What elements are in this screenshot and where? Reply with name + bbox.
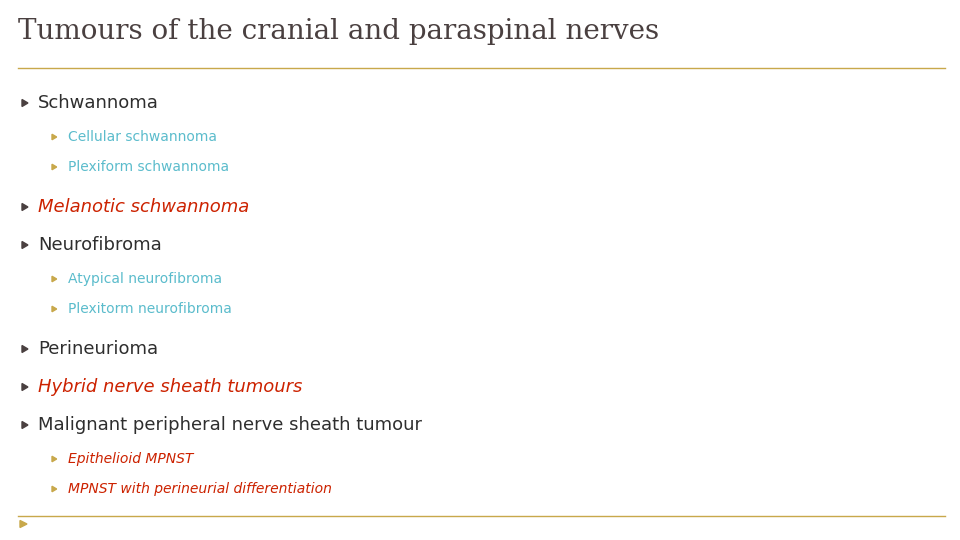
Text: Cellular schwannoma: Cellular schwannoma <box>68 130 217 144</box>
Text: Epithelioid MPNST: Epithelioid MPNST <box>68 452 193 466</box>
Text: Tumours of the cranial and paraspinal nerves: Tumours of the cranial and paraspinal ne… <box>18 18 660 45</box>
Polygon shape <box>22 241 28 248</box>
Polygon shape <box>52 456 57 462</box>
Text: Perineurioma: Perineurioma <box>38 340 158 358</box>
Text: Plexiform schwannoma: Plexiform schwannoma <box>68 160 229 174</box>
Text: Neurofibroma: Neurofibroma <box>38 236 161 254</box>
Polygon shape <box>52 306 57 312</box>
Polygon shape <box>22 204 28 211</box>
Polygon shape <box>22 99 28 106</box>
Polygon shape <box>22 346 28 353</box>
Polygon shape <box>52 276 57 282</box>
Text: Atypical neurofibroma: Atypical neurofibroma <box>68 272 222 286</box>
Text: MPNST with perineurial differentiation: MPNST with perineurial differentiation <box>68 482 332 496</box>
Polygon shape <box>52 164 57 170</box>
Text: Hybrid nerve sheath tumours: Hybrid nerve sheath tumours <box>38 378 302 396</box>
Polygon shape <box>52 134 57 140</box>
Polygon shape <box>22 383 28 390</box>
Text: Melanotic schwannoma: Melanotic schwannoma <box>38 198 250 216</box>
Text: Schwannoma: Schwannoma <box>38 94 158 112</box>
Text: Plexitorm neurofibroma: Plexitorm neurofibroma <box>68 302 232 316</box>
Polygon shape <box>52 486 57 492</box>
Text: Malignant peripheral nerve sheath tumour: Malignant peripheral nerve sheath tumour <box>38 416 422 434</box>
Polygon shape <box>22 422 28 429</box>
Polygon shape <box>20 521 27 528</box>
